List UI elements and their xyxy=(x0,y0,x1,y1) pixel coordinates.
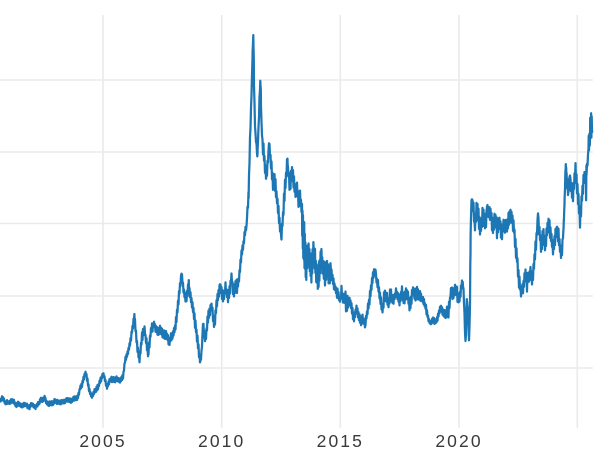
svg-text:2010: 2010 xyxy=(198,431,245,450)
svg-text:2020: 2020 xyxy=(435,431,482,450)
svg-text:2015: 2015 xyxy=(317,431,364,450)
svg-text:2005: 2005 xyxy=(79,431,126,450)
